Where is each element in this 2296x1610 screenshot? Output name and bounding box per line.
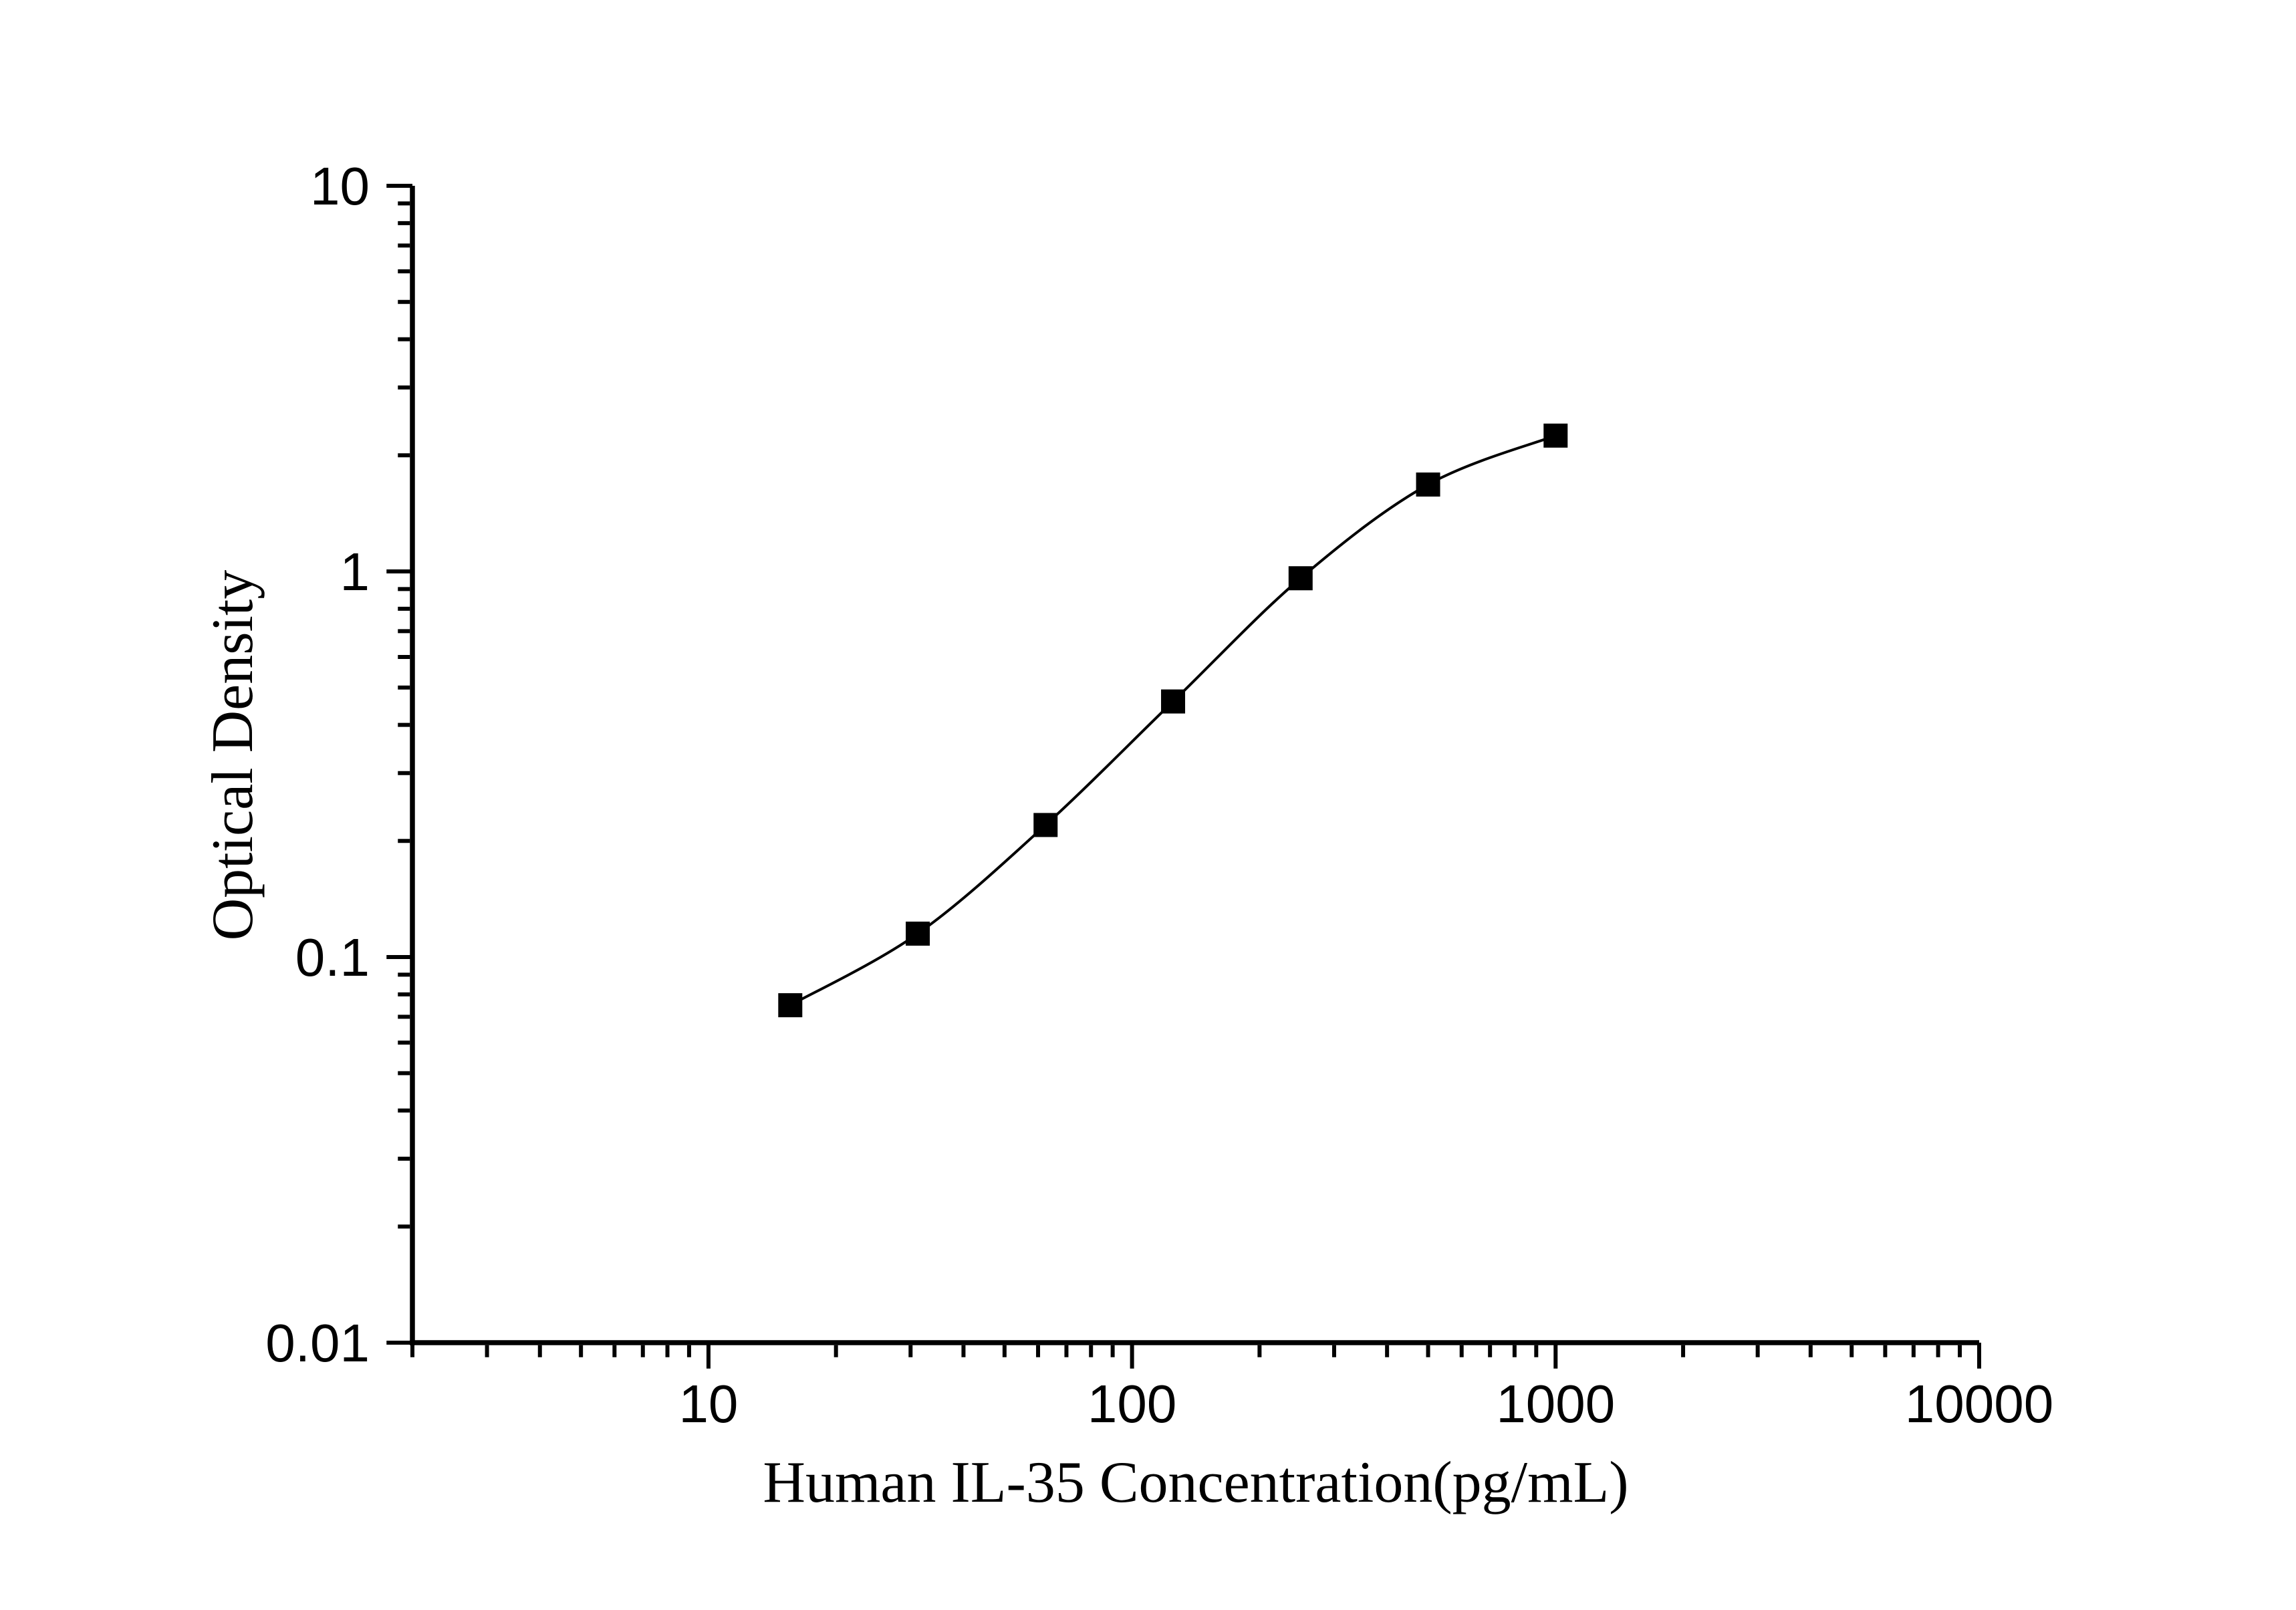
y-axis-title: Optical Density <box>201 570 265 941</box>
data-point-marker <box>1416 472 1440 497</box>
data-point-marker <box>1161 689 1186 714</box>
x-tick-label: 1000 <box>1496 1374 1615 1434</box>
x-tick-label: 10 <box>678 1374 738 1434</box>
data-point-marker <box>1288 566 1313 591</box>
data-point-marker <box>906 921 930 946</box>
series-layer <box>778 423 1568 1018</box>
tick-layer <box>386 184 1981 1369</box>
x-tick-label: 10000 <box>1905 1374 2053 1434</box>
y-tick-label: 0.01 <box>265 1313 370 1373</box>
data-point-marker <box>1033 813 1058 837</box>
data-point-marker <box>778 993 803 1018</box>
standard-curve-line <box>789 434 1557 1007</box>
tick-label-layer: 10 100 1000 10000 10 1 0.1 0.01 <box>265 156 2053 1434</box>
y-tick-label: 10 <box>310 156 370 216</box>
y-tick-label: 1 <box>340 542 370 601</box>
y-tick-label: 0.1 <box>295 928 370 987</box>
x-axis-title: Human IL-35 Concentration(pg/mL) <box>763 1450 1628 1515</box>
axes-layer <box>410 186 1979 1345</box>
data-point-marker <box>1543 423 1568 448</box>
x-tick-label: 100 <box>1088 1374 1176 1434</box>
